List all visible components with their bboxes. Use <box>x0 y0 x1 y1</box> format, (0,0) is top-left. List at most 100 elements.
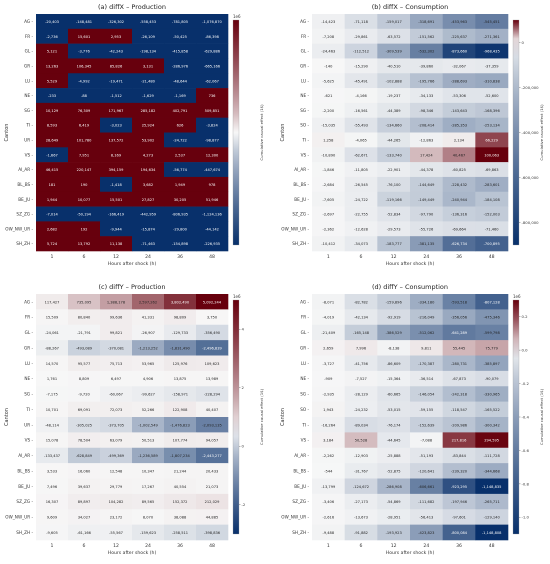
heatmap-cell <box>36 117 69 133</box>
heatmap-cell <box>132 28 165 44</box>
heatmap-cell <box>410 28 443 44</box>
cell-value-label: -12,628 <box>354 227 369 231</box>
heatmap-cell <box>475 309 509 326</box>
cell-value-label: -9,605 <box>46 531 58 535</box>
cell-value-label: -1,807,234 <box>170 454 190 458</box>
heatmap-cell <box>410 417 443 433</box>
heatmap-cell <box>312 524 345 541</box>
y-axis-label: Canton <box>4 124 10 142</box>
cell-value-label: -2,697 <box>323 213 335 217</box>
heatmap-cell <box>36 386 69 402</box>
colorbar-tick-label: -400,000 <box>522 130 540 135</box>
heatmap-cell <box>196 447 229 464</box>
cell-value-label: 4,273 <box>143 153 153 157</box>
cell-value-label: 5,121 <box>47 50 57 54</box>
heatmap-cell <box>100 309 133 326</box>
colorbar <box>512 19 520 246</box>
cell-value-label: 7,951 <box>79 153 89 157</box>
cell-value-label: 20,433 <box>206 469 219 473</box>
heatmap-cell <box>68 191 101 207</box>
heatmap-cell <box>377 162 411 178</box>
heatmap-cell <box>377 417 411 433</box>
heatmap-cell <box>344 236 378 252</box>
y-tick-label: TI - <box>25 123 33 128</box>
heatmap-cell <box>344 432 378 449</box>
heatmap-cell <box>164 206 197 222</box>
cell-value-label: -9,720 <box>78 393 90 397</box>
cell-value-label: 8,809 <box>79 377 90 381</box>
heatmap-cell <box>442 176 476 193</box>
heatmap-cell <box>196 191 229 207</box>
cell-value-label: -239,320 <box>451 469 468 473</box>
cell-value-label: -32,067 <box>452 64 466 68</box>
heatmap-cell <box>164 102 197 118</box>
cell-value-label: 40,407 <box>206 408 219 412</box>
chart-title: (c) diffY – Production <box>98 283 165 291</box>
heatmap-cell <box>344 294 378 310</box>
y-tick-label: LU - <box>25 361 34 366</box>
heatmap-cell <box>410 294 443 310</box>
heatmap-cell <box>164 524 197 541</box>
heatmap-cell <box>475 524 509 541</box>
cell-value-label: -134,660 <box>386 124 403 128</box>
cell-value-label: -44,142 <box>205 227 219 231</box>
heatmap-cell <box>312 386 345 402</box>
heatmap-cell <box>442 355 476 372</box>
cell-value-label: -168,396 <box>484 109 501 113</box>
cell-value-label: -629,886 <box>204 50 221 54</box>
y-tick-label: SO - <box>300 407 309 412</box>
cell-value-label: -20,403 <box>45 20 59 24</box>
y-tick-label: NE - <box>24 93 33 98</box>
heatmap-cell <box>196 14 229 30</box>
heatmap-cell <box>68 524 101 541</box>
cell-value-label: 1,761 <box>47 377 57 381</box>
cell-value-label: -27,173 <box>354 500 368 504</box>
cell-value-label: -593,518 <box>451 300 468 304</box>
cell-value-label: -415,858 <box>172 50 189 54</box>
heatmap-cell <box>410 206 443 222</box>
heatmap-cell <box>344 162 378 178</box>
cell-value-label: 69,091 <box>78 408 91 412</box>
cell-value-label: 95,577 <box>78 362 91 366</box>
heatmap-cell <box>377 73 411 89</box>
heatmap-cell <box>312 370 345 387</box>
heatmap-cell <box>475 162 509 178</box>
cell-value-label: 53,902 <box>142 139 155 143</box>
heatmap-cell <box>344 206 378 222</box>
cell-value-label: -344,668 <box>484 469 501 473</box>
cell-value-label: 2,134 <box>454 139 465 143</box>
x-tick-label: 48 <box>489 543 495 549</box>
cell-value-label: -2,093,135 <box>202 423 222 427</box>
heatmap-cell <box>475 132 509 148</box>
heatmap-cell <box>442 493 476 510</box>
cell-value-label: -29,573 <box>387 227 401 231</box>
x-tick-label: 12 <box>391 254 397 260</box>
heatmap-cell <box>475 221 509 237</box>
cell-value-label: -51,193 <box>419 454 433 458</box>
heatmap-cell <box>100 132 133 148</box>
heatmap-cell <box>100 191 133 207</box>
heatmap-cell <box>344 509 378 525</box>
heatmap-cell <box>312 309 345 326</box>
heatmap-cell <box>410 73 443 89</box>
cell-value-label: -26,109 <box>141 35 156 39</box>
heatmap-cell <box>164 447 197 464</box>
heatmap-cell <box>100 88 133 104</box>
cell-value-label: -29,861 <box>354 35 368 39</box>
heatmap-cell <box>410 478 443 495</box>
cell-value-label: -52,600 <box>485 94 500 98</box>
heatmap-cell <box>164 176 197 193</box>
heatmap-cell <box>475 463 509 479</box>
colorbar-tick-label: 0.2 <box>522 314 529 319</box>
cell-value-label: 27,827 <box>142 198 155 202</box>
heatmap-cell <box>442 132 476 148</box>
y-tick-label: GL - <box>25 49 34 54</box>
x-tick-label: 24 <box>145 254 151 260</box>
heatmap-cell <box>475 493 509 510</box>
y-tick-label: OW_NW_UR - <box>5 226 33 231</box>
heatmap-cell <box>410 43 443 59</box>
cell-value-label: -19,471 <box>109 79 123 83</box>
heatmap-cell <box>132 355 165 372</box>
heatmap-cell <box>344 88 378 104</box>
y-tick-label: UR - <box>24 422 33 427</box>
